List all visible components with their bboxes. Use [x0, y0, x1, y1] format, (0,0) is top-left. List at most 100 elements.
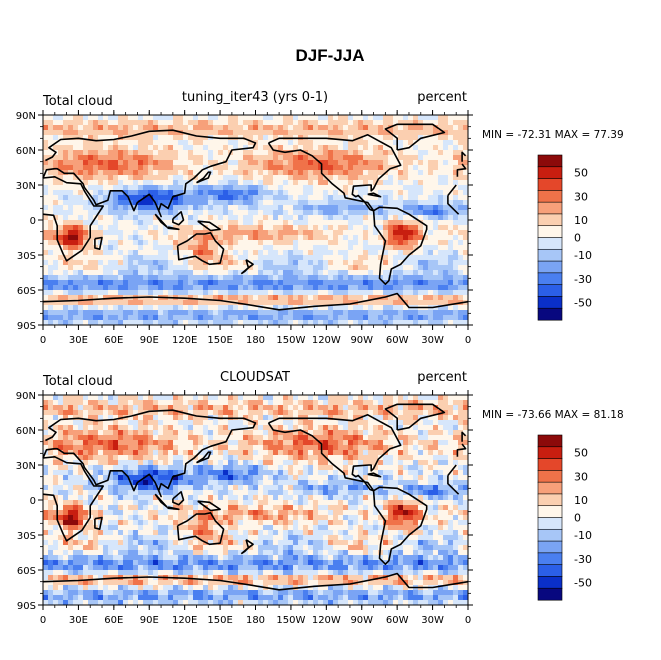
coastline — [167, 226, 180, 231]
x-tick-label: 120E — [172, 335, 197, 346]
heatmap-cell — [153, 245, 159, 251]
heatmap-cell — [108, 280, 114, 286]
heatmap-cell — [373, 410, 379, 416]
heatmap-cell — [223, 450, 229, 456]
heatmap-cell — [393, 215, 399, 221]
heatmap-cell — [458, 305, 464, 311]
heatmap-cell — [353, 225, 359, 231]
heatmap-cell — [308, 175, 314, 181]
heatmap-cell — [458, 425, 464, 431]
heatmap-cell — [408, 455, 414, 461]
heatmap-cell — [108, 140, 114, 146]
heatmap-cell — [148, 195, 154, 201]
heatmap-cell — [133, 435, 139, 441]
heatmap-cell — [118, 400, 124, 406]
heatmap-cell — [68, 425, 74, 431]
heatmap-cell — [368, 430, 374, 436]
heatmap-cell — [378, 305, 384, 311]
heatmap-cell — [108, 300, 114, 306]
heatmap-cell — [243, 305, 249, 311]
heatmap-cell — [313, 210, 319, 216]
heatmap-cell — [63, 155, 69, 161]
heatmap-cell — [258, 435, 264, 441]
heatmap-cell — [248, 320, 254, 326]
heatmap-cell — [408, 120, 414, 126]
heatmap-cell — [188, 205, 194, 211]
heatmap-cell — [183, 400, 189, 406]
heatmap-cell — [193, 165, 199, 171]
heatmap-cell — [163, 405, 169, 411]
heatmap-cell — [178, 185, 184, 191]
heatmap-cell — [133, 245, 139, 251]
heatmap-cell — [443, 410, 449, 416]
heatmap-cell — [188, 115, 194, 121]
heatmap-cell — [338, 155, 344, 161]
heatmap-cell — [73, 170, 79, 176]
heatmap-cell — [63, 295, 69, 301]
heatmap-cell — [448, 450, 454, 456]
heatmap-cell — [263, 135, 269, 141]
heatmap-cell — [168, 410, 174, 416]
heatmap-cell — [193, 240, 199, 246]
heatmap-cell — [298, 290, 304, 296]
heatmap-cell — [248, 215, 254, 221]
heatmap-cell — [73, 115, 79, 121]
heatmap-cell — [403, 125, 409, 131]
heatmap-cell — [308, 145, 314, 151]
heatmap-cell — [103, 180, 109, 186]
heatmap-cell — [413, 460, 419, 466]
heatmap-cell — [318, 270, 324, 276]
heatmap-cell — [278, 250, 284, 256]
heatmap-cell — [348, 120, 354, 126]
heatmap-cell — [228, 200, 234, 206]
heatmap-cell — [213, 165, 219, 171]
heatmap-cell — [313, 230, 319, 236]
heatmap-cell — [213, 270, 219, 276]
heatmap-cell — [438, 430, 444, 436]
heatmap-cell — [453, 245, 459, 251]
heatmap-cell — [243, 255, 249, 261]
heatmap-cell — [288, 315, 294, 321]
heatmap-cell — [323, 230, 329, 236]
heatmap-cell — [333, 135, 339, 141]
heatmap-cell — [263, 425, 269, 431]
heatmap-cell — [383, 460, 389, 466]
heatmap-cell — [258, 320, 264, 326]
heatmap-cell — [183, 430, 189, 436]
heatmap-cell — [298, 150, 304, 156]
heatmap-cell — [128, 135, 134, 141]
heatmap-cell — [68, 200, 74, 206]
heatmap-cell — [163, 135, 169, 141]
heatmap-cell — [78, 450, 84, 456]
heatmap-cell — [353, 445, 359, 451]
heatmap-cell — [318, 420, 324, 426]
heatmap-cell — [258, 455, 264, 461]
heatmap-cell — [178, 255, 184, 261]
heatmap-cell — [93, 420, 99, 426]
heatmap-cell — [243, 260, 249, 266]
heatmap-cell — [153, 220, 159, 226]
heatmap-cell — [43, 165, 49, 171]
heatmap-cell — [308, 395, 314, 401]
heatmap-cell — [198, 195, 204, 201]
heatmap-cell — [408, 405, 414, 411]
heatmap-cell — [123, 425, 129, 431]
heatmap-cell — [358, 235, 364, 241]
heatmap-cell — [243, 190, 249, 196]
heatmap-cell — [258, 175, 264, 181]
heatmap-cell — [148, 120, 154, 126]
heatmap-cell — [448, 250, 454, 256]
heatmap-cell — [303, 435, 309, 441]
heatmap-cell — [73, 270, 79, 276]
heatmap-cell — [63, 430, 69, 436]
heatmap-cell — [248, 180, 254, 186]
heatmap-cell — [348, 400, 354, 406]
heatmap-cell — [103, 255, 109, 261]
heatmap-cell — [153, 310, 159, 316]
heatmap-cell — [233, 275, 239, 281]
heatmap-cell — [123, 455, 129, 461]
heatmap-cell — [58, 240, 64, 246]
heatmap-cell — [258, 310, 264, 316]
heatmap-cell — [233, 425, 239, 431]
heatmap-cell — [418, 295, 424, 301]
